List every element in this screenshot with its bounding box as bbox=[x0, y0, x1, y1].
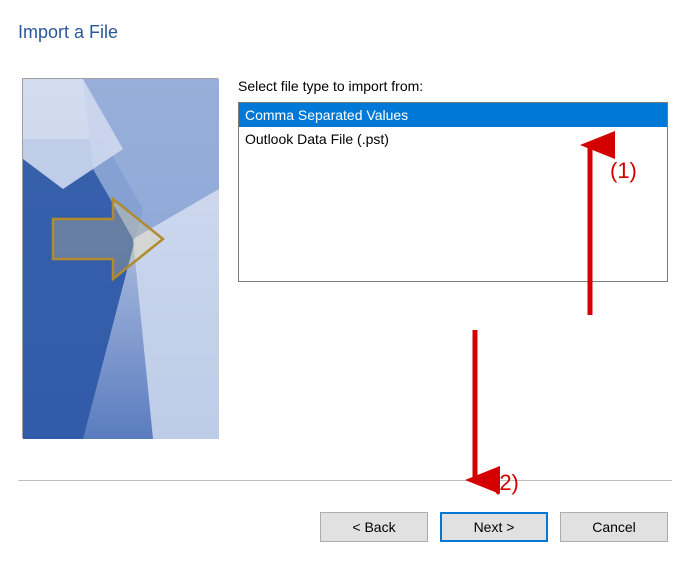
next-button[interactable]: Next > bbox=[440, 512, 548, 542]
dialog-title: Import a File bbox=[18, 22, 118, 43]
content-area: Select file type to import from: Comma S… bbox=[238, 78, 668, 282]
prompt-label: Select file type to import from: bbox=[238, 78, 668, 94]
cancel-button[interactable]: Cancel bbox=[560, 512, 668, 542]
back-button[interactable]: < Back bbox=[320, 512, 428, 542]
button-row: < Back Next > Cancel bbox=[320, 512, 668, 542]
wizard-graphic bbox=[23, 79, 219, 439]
file-type-listbox[interactable]: Comma Separated Values Outlook Data File… bbox=[238, 102, 668, 282]
annotation-label-1: (1) bbox=[610, 158, 637, 184]
annotation-label-2: (2) bbox=[492, 470, 519, 496]
wizard-side-image bbox=[22, 78, 218, 438]
list-item[interactable]: Comma Separated Values bbox=[239, 103, 667, 127]
separator bbox=[18, 480, 672, 481]
list-item[interactable]: Outlook Data File (.pst) bbox=[239, 127, 667, 151]
